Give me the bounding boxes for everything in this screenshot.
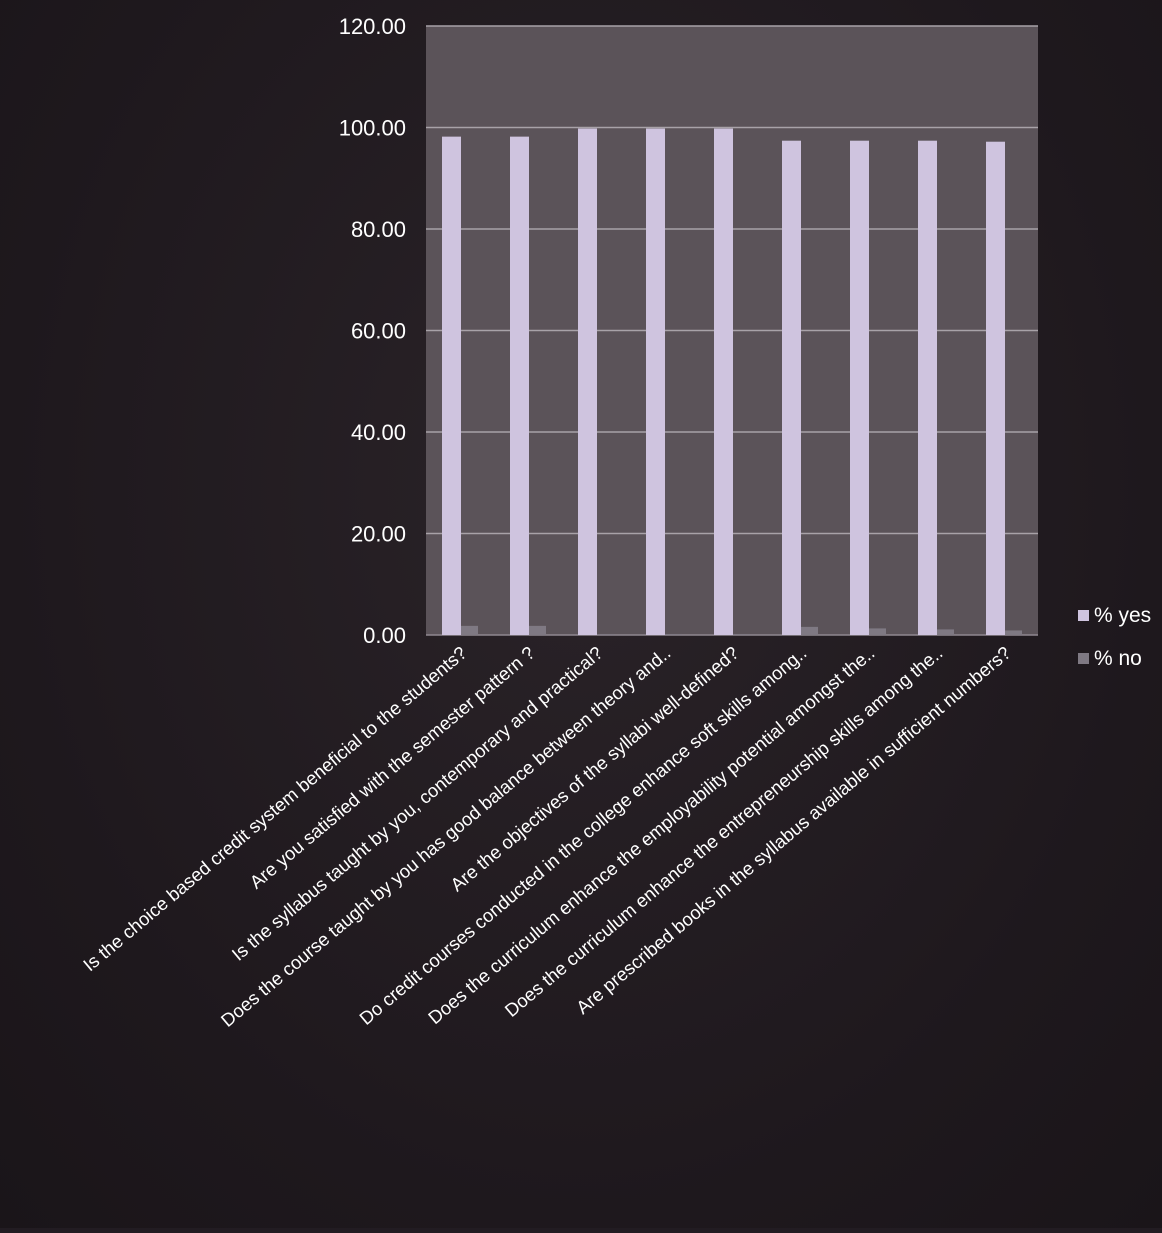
y-tick-label: 20.00 <box>351 522 406 547</box>
bar-yes <box>646 129 665 635</box>
bar-no <box>801 627 818 635</box>
legend-label: % no <box>1094 647 1142 670</box>
bar-no <box>461 626 478 635</box>
legend-label: % yes <box>1094 604 1151 627</box>
bar-yes <box>986 142 1005 635</box>
y-tick-label: 120.00 <box>339 14 406 39</box>
legend-swatch <box>1078 653 1089 664</box>
legend-swatch <box>1078 610 1089 621</box>
y-tick-label: 40.00 <box>351 420 406 445</box>
bar-yes <box>782 141 801 635</box>
bar-yes <box>578 129 597 635</box>
x-tick-label: Does the curriculum enhance the entrepre… <box>501 642 947 1021</box>
x-tick-label: Do credit courses conducted in the colle… <box>355 642 810 1029</box>
bar-no <box>597 634 614 635</box>
y-tick-label: 80.00 <box>351 217 406 242</box>
bar-no <box>1005 630 1022 635</box>
y-tick-label: 60.00 <box>351 319 406 344</box>
x-tick-label: Does the curriculum enhance the employab… <box>424 642 879 1028</box>
bar-yes <box>918 141 937 635</box>
bar-no <box>529 626 546 635</box>
y-tick-label: 0.00 <box>363 623 406 648</box>
bar-yes <box>850 141 869 635</box>
bar-no <box>937 629 954 635</box>
x-tick-label: Are prescribed books in the syllabus ava… <box>572 642 1015 1018</box>
bar-yes <box>714 129 733 635</box>
bar-no <box>665 634 682 635</box>
y-tick-label: 100.00 <box>339 116 406 141</box>
bar-no <box>733 634 750 635</box>
bar-yes <box>510 137 529 635</box>
bar-yes <box>442 137 461 635</box>
bar-no <box>869 628 886 635</box>
